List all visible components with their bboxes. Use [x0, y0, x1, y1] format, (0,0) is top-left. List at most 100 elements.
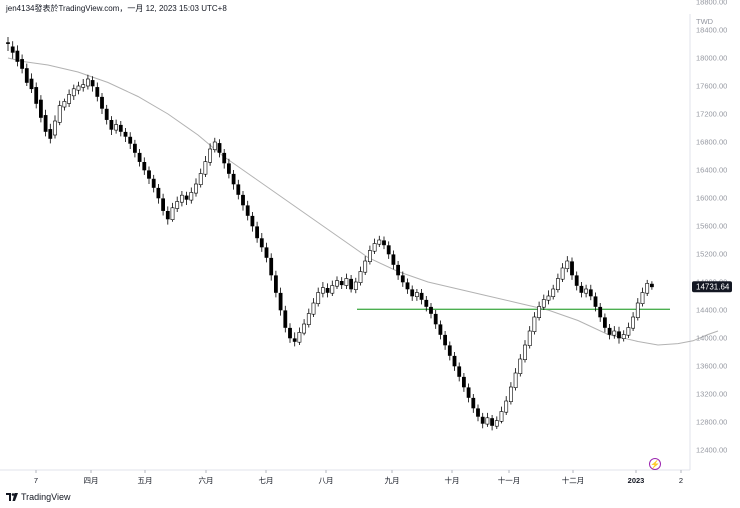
candle-body [180, 194, 184, 203]
candle [494, 416, 499, 429]
candle [419, 289, 424, 305]
candle [208, 143, 213, 166]
x-tick-label: 四月 [84, 476, 99, 485]
x-tick-label: 7 [34, 476, 38, 485]
candle-body [527, 330, 532, 346]
footer-brand-label: TradingView [21, 492, 71, 502]
candle-body [297, 332, 302, 343]
candle-body [53, 120, 57, 136]
candle [344, 273, 349, 289]
candle [353, 277, 358, 294]
candle-body [433, 313, 438, 325]
candle [81, 79, 86, 92]
candle-body [367, 250, 372, 262]
candle-body [175, 201, 180, 209]
candle-body [264, 247, 269, 258]
candle-body [626, 327, 631, 336]
candle-body [133, 143, 137, 153]
x-tick-label: 十二月 [562, 475, 585, 485]
candle [118, 121, 123, 137]
candle-body [612, 330, 617, 336]
candle [635, 298, 640, 321]
candle [358, 266, 363, 286]
candle [339, 277, 344, 289]
candle-body [302, 323, 307, 334]
candle-body [118, 124, 123, 132]
candle [367, 245, 372, 265]
candle-body [490, 418, 495, 426]
candle-body [156, 187, 161, 199]
candle-body [137, 152, 142, 162]
candle-body [649, 283, 654, 288]
candle-body [227, 163, 231, 174]
candle [598, 303, 603, 322]
candle-body [170, 207, 175, 221]
candle [123, 128, 128, 142]
candle [38, 95, 43, 123]
candle [396, 261, 401, 280]
candle [645, 279, 650, 296]
candle [71, 84, 76, 100]
candle [325, 283, 330, 298]
candle [518, 354, 523, 377]
candle-body [532, 316, 537, 332]
candle [264, 242, 269, 263]
candle [382, 236, 386, 250]
y-tick-label: 17600.00 [696, 82, 727, 91]
candle-body [485, 417, 490, 425]
lightning-icon[interactable]: ⚡ [649, 458, 661, 470]
y-tick-label: 18800.00 [696, 0, 727, 7]
candle [386, 241, 391, 259]
candle-body [541, 299, 546, 308]
candle-body [617, 331, 621, 339]
candle-body [518, 358, 523, 374]
footer-brand[interactable]: TradingView [6, 492, 71, 502]
candle-body [34, 87, 39, 104]
candle-body [165, 211, 170, 220]
y-tick-label: 12800.00 [696, 418, 727, 427]
candle-body [513, 372, 518, 388]
candle-body [320, 287, 325, 294]
candle-body [640, 292, 645, 304]
candle-body [499, 411, 504, 422]
candle [612, 326, 617, 339]
moving-average-line [7, 57, 719, 346]
candle [405, 278, 410, 294]
candle [306, 308, 311, 328]
candle [104, 104, 109, 125]
candle [466, 383, 471, 403]
candle-body [339, 280, 344, 286]
candle [151, 174, 156, 193]
candle-body [372, 243, 377, 252]
candle [391, 250, 396, 270]
candle [76, 81, 81, 95]
candle [269, 253, 274, 281]
candle [541, 294, 546, 310]
candle [165, 206, 170, 225]
candle [631, 312, 636, 331]
candle-body [67, 94, 72, 104]
candle [490, 415, 495, 431]
candle [86, 74, 90, 90]
candle-body [236, 184, 241, 195]
candle-body [231, 173, 236, 185]
candle [452, 352, 457, 371]
y-tick-label: 18400.00 [696, 26, 727, 35]
candle [278, 287, 283, 316]
candle-body [560, 267, 565, 280]
candle-body [6, 42, 10, 44]
candle [241, 191, 245, 211]
candle-body [504, 400, 509, 413]
candle [607, 324, 612, 340]
y-tick-label: 17200.00 [696, 110, 727, 119]
y-tick-label: 18000.00 [696, 54, 727, 63]
candle [222, 149, 227, 169]
candle-body [631, 316, 636, 329]
candle-body [222, 152, 227, 164]
x-tick-label: 十月 [445, 475, 460, 485]
y-tick-label: 12400.00 [696, 446, 727, 455]
candle-body [405, 282, 410, 290]
candle-body [76, 85, 81, 91]
candle [109, 116, 114, 135]
